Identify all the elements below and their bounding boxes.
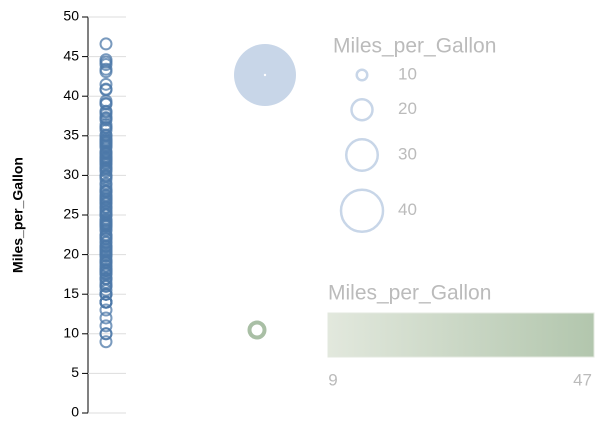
point [99,169,113,183]
point [99,163,113,177]
y-tick-label: 45 [63,47,79,63]
size-legend-symbol [339,188,385,233]
size-legend-label: 30 [398,144,417,163]
y-tick-label: 0 [71,404,79,420]
y-tick-label: 5 [71,364,79,380]
point [99,156,113,170]
y-tick-label: 50 [63,8,79,24]
faded-mark [247,320,267,340]
point [99,249,113,263]
point [99,77,113,91]
point [99,113,113,127]
point [99,235,113,249]
size-legend-symbol [350,98,374,122]
y-tick-label: 30 [63,166,79,182]
y-tick-label: 35 [63,127,79,143]
faded-mark-center [263,73,267,77]
point [99,303,113,317]
y-tick-label: 40 [63,87,79,103]
point [99,220,113,234]
point [99,105,113,119]
color-gradient [327,312,595,358]
point [99,283,113,297]
point [99,137,113,151]
point [99,255,113,269]
size-legend-label: 40 [398,200,417,219]
size-legend-symbol [345,138,379,172]
point [99,202,113,216]
point [99,311,113,325]
y-tick-label: 20 [63,245,79,261]
y-axis-title: Miles_per_Gallon [10,157,26,273]
size-legend-title: Miles_per_Gallon [333,35,496,58]
point [99,62,113,76]
point [99,183,113,197]
y-tick-label: 25 [63,206,79,222]
point [99,214,113,228]
y-tick-label: 10 [63,325,79,341]
color-legend-title: Miles_per_Gallon [328,282,491,305]
size-legend-label: 20 [398,99,417,118]
point [99,37,113,51]
y-tick-label: 15 [63,285,79,301]
point [99,53,113,67]
point [99,58,113,72]
size-legend-label: 10 [398,64,417,83]
point [99,319,113,333]
gradient-max-label: 47 [573,370,592,389]
point [99,229,113,243]
point [99,178,113,192]
point [99,82,113,96]
size-legend-symbol [355,68,369,82]
point [99,335,113,349]
gradient-min-label: 9 [328,370,337,389]
point [99,327,113,341]
